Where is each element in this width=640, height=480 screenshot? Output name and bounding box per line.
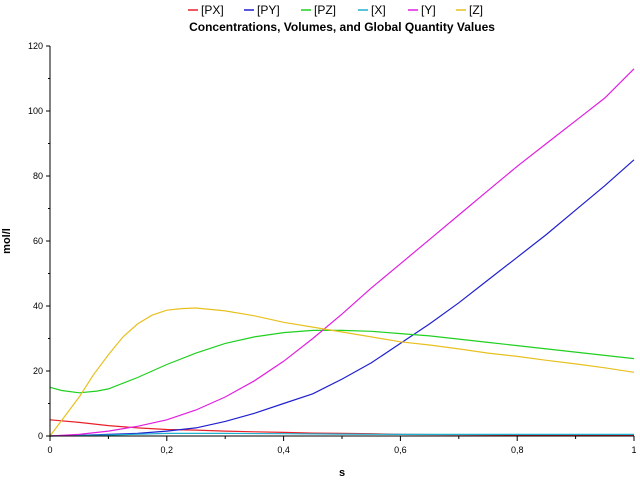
x-tick-label: 0,2 xyxy=(161,445,174,455)
legend-item-5: [Z] xyxy=(456,3,483,17)
y-tick-label: 0 xyxy=(38,431,43,441)
chart-title: Concentrations, Volumes, and Global Quan… xyxy=(189,20,495,34)
y-tick-label: 120 xyxy=(28,41,43,51)
y-tick-label: 100 xyxy=(28,106,43,116)
series-line-0 xyxy=(49,419,634,436)
legend-item-3: [X] xyxy=(358,3,386,17)
plot-area xyxy=(49,68,635,437)
y-tick-label: 60 xyxy=(33,236,43,246)
legend-item-0: [PX] xyxy=(188,3,224,17)
x-tick-label: 0,8 xyxy=(511,445,524,455)
legend: [PX] [PY] [PZ] [X] [Y] [Z] xyxy=(188,3,483,17)
y-tick-label: 40 xyxy=(33,301,43,311)
x-tick-label: 0,4 xyxy=(277,445,290,455)
legend-label: [Y] xyxy=(421,3,436,17)
legend-label: [PY] xyxy=(257,3,280,17)
legend-label: [PZ] xyxy=(314,3,336,17)
y-axis-title: mol/l xyxy=(1,228,13,254)
x-tick-label: 1 xyxy=(631,445,636,455)
legend-item-4: [Y] xyxy=(408,3,436,17)
series-line-2 xyxy=(49,329,635,394)
legend-label: [Z] xyxy=(469,3,483,17)
y-tick-label: 80 xyxy=(33,171,43,181)
legend-label: [X] xyxy=(371,3,386,17)
axes: 0 20 40 60 80 100 120 0 0,2 0,4 0,6 0,8 1 xyxy=(28,41,637,455)
legend-label: [PX] xyxy=(201,3,224,17)
legend-item-1: [PY] xyxy=(244,3,280,17)
x-axis-title: s xyxy=(339,467,345,479)
series-line-3 xyxy=(49,432,634,437)
series-line-5 xyxy=(49,307,635,437)
legend-item-2: [PZ] xyxy=(301,3,336,17)
x-tick-label: 0 xyxy=(47,445,52,455)
y-tick-label: 20 xyxy=(33,366,43,376)
x-tick-label: 0,6 xyxy=(394,445,407,455)
series-line-1 xyxy=(49,159,635,437)
series-line-4 xyxy=(49,68,635,437)
